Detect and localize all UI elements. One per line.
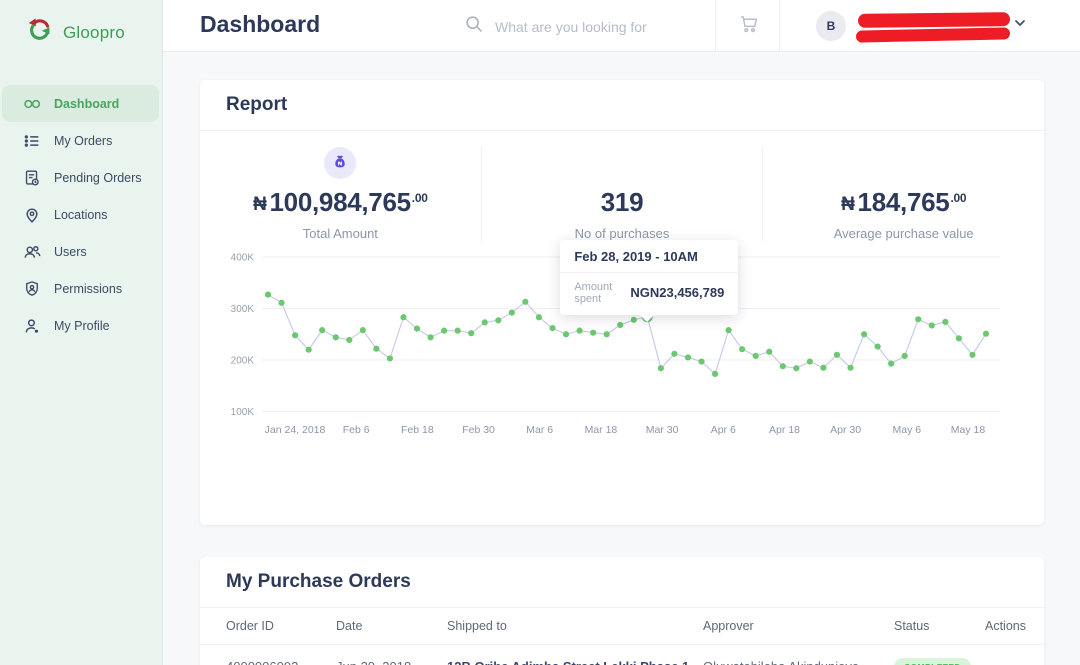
tooltip-arrow [640, 314, 655, 322]
stat-no-of-purchases: 319 No of purchases [480, 147, 763, 241]
report-title: Report [200, 80, 1044, 131]
money-bag-icon: ₦ [324, 147, 357, 179]
sidebar-nav: Dashboard My Orders Pending Orders [0, 85, 162, 344]
search-input[interactable] [495, 18, 715, 35]
orders-table-header: Order ID Date Shipped to Approver Status… [200, 608, 1044, 645]
sidebar-item-my-profile[interactable]: My Profile [0, 307, 162, 344]
column-header-shipped-to: Shipped to [447, 619, 507, 633]
orders-list-icon [22, 131, 42, 151]
svg-text:300K: 300K [231, 304, 255, 315]
sidebar-item-pending-orders[interactable]: Pending Orders [0, 159, 162, 196]
column-header-order-id: Order ID [226, 619, 274, 633]
page-title: Dashboard [200, 11, 321, 37]
line-chart-canvas: 400K 300K 200K 100K Jan 24, 2018 Feb 6 Feb 18 F… [231, 253, 1000, 436]
svg-text:May 6: May 6 [893, 424, 922, 436]
person-icon [22, 316, 42, 336]
map-pin-icon [22, 205, 42, 225]
svg-text:Feb 18: Feb 18 [401, 424, 434, 436]
search-icon [463, 13, 485, 40]
sidebar: Gloopro Dashboard My Orders [0, 0, 163, 665]
redaction-bar [855, 27, 1011, 43]
svg-text:Mar 30: Mar 30 [646, 424, 679, 436]
brand-name: Gloopro [63, 22, 125, 42]
purchase-orders-card: My Purchase Orders Order ID Date Shipped… [200, 557, 1044, 665]
shield-person-icon [22, 279, 42, 299]
report-stats: ₦ ₦ 100,984,765.00 Total Amount 319 No of… [200, 147, 1044, 241]
sidebar-item-label: Permissions [54, 281, 123, 296]
tooltip-title: Feb 28, 2019 - 10AM [560, 240, 739, 273]
svg-text:Mar 18: Mar 18 [585, 424, 618, 436]
stat-value: ₦ 184,765.00 [841, 187, 967, 217]
column-header-date: Date [336, 619, 363, 633]
status-badge: COMPLETED [894, 657, 971, 665]
sidebar-item-label: Pending Orders [54, 170, 142, 185]
cell-order-id: 4000006092 [226, 659, 336, 665]
sidebar-item-label: Locations [54, 207, 108, 222]
svg-text:400K: 400K [231, 253, 255, 264]
stat-label: Average purchase value [833, 226, 974, 241]
stat-average-purchase-value: ₦ 184,765.00 Average purchase value [762, 147, 1044, 241]
column-header-approver: Approver [703, 619, 754, 633]
sidebar-item-my-orders[interactable]: My Orders [0, 122, 162, 159]
redaction-bar [857, 12, 1011, 28]
column-header-actions: Actions [985, 619, 1026, 633]
topbar: Dashboard B [163, 0, 1080, 52]
cell-approver: Oluwatobiloba Akindunjoye [703, 659, 894, 665]
tooltip-value: NGN23,456,789 [630, 285, 725, 301]
avatar: B [816, 11, 846, 41]
stat-value: ₦ 100,984,765.00 [253, 187, 428, 217]
svg-text:Mar 6: Mar 6 [526, 424, 553, 436]
user-menu[interactable]: B [780, 0, 1080, 51]
sidebar-item-users[interactable]: Users [0, 233, 162, 270]
cart-icon [735, 10, 761, 41]
table-row[interactable]: 4000006092Jun 20, 201812B Oribe Adimba S… [200, 645, 1044, 665]
svg-text:Apr 18: Apr 18 [769, 424, 800, 436]
stat-label: No of purchases [574, 226, 670, 241]
svg-text:Feb 30: Feb 30 [462, 424, 495, 436]
cart-button[interactable] [715, 0, 780, 51]
chevron-down-icon [1013, 16, 1027, 35]
spend-chart[interactable]: 400K 300K 200K 100K Jan 24, 2018 Feb 6 Feb 18 F… [222, 239, 1022, 455]
svg-text:Apr 6: Apr 6 [711, 424, 736, 436]
sidebar-item-label: My Profile [54, 318, 110, 333]
svg-text:₦: ₦ [338, 161, 343, 167]
pending-orders-icon [22, 168, 42, 188]
gloopro-logo-icon [26, 16, 54, 49]
brand-logo[interactable]: Gloopro [0, 0, 162, 49]
sidebar-item-permissions[interactable]: Permissions [0, 270, 162, 307]
svg-text:100K: 100K [231, 407, 255, 418]
column-header-status: Status [894, 619, 930, 633]
cell-shipped-to: 12B Oribe Adimba Street Lekki Phase 1 [447, 659, 703, 665]
svg-text:Jan 24, 2018: Jan 24, 2018 [265, 424, 326, 436]
sidebar-item-label: My Orders [54, 133, 113, 148]
svg-text:Feb 6: Feb 6 [343, 424, 370, 436]
stat-label: Total Amount [302, 226, 378, 241]
search-box [463, 13, 715, 40]
chart-tooltip: Feb 28, 2019 - 10AM Amount spent NGN23,4… [560, 239, 739, 322]
svg-text:Apr 30: Apr 30 [830, 424, 861, 436]
sidebar-item-label: Users [54, 244, 87, 259]
stat-total-amount: ₦ ₦ 100,984,765.00 Total Amount [200, 147, 481, 241]
cell-date: Jun 20, 2018 [336, 659, 447, 665]
tooltip-label: Amount spent [574, 280, 613, 305]
sidebar-item-locations[interactable]: Locations [0, 196, 162, 233]
svg-text:200K: 200K [231, 356, 255, 367]
svg-text:May 18: May 18 [951, 424, 986, 436]
report-card: Report ₦ ₦ 100,984,765.00 Total Amou [200, 80, 1044, 525]
purchase-orders-title: My Purchase Orders [200, 557, 1044, 608]
users-icon [22, 242, 42, 262]
orders-table-body: 4000006092Jun 20, 201812B Oribe Adimba S… [200, 645, 1044, 665]
dashboard-icon [22, 94, 42, 114]
main-content: Report ₦ ₦ 100,984,765.00 Total Amou [163, 52, 1080, 665]
sidebar-item-label: Dashboard [54, 96, 120, 111]
sidebar-item-dashboard[interactable]: Dashboard [2, 85, 159, 122]
stat-value: 319 [600, 187, 644, 217]
